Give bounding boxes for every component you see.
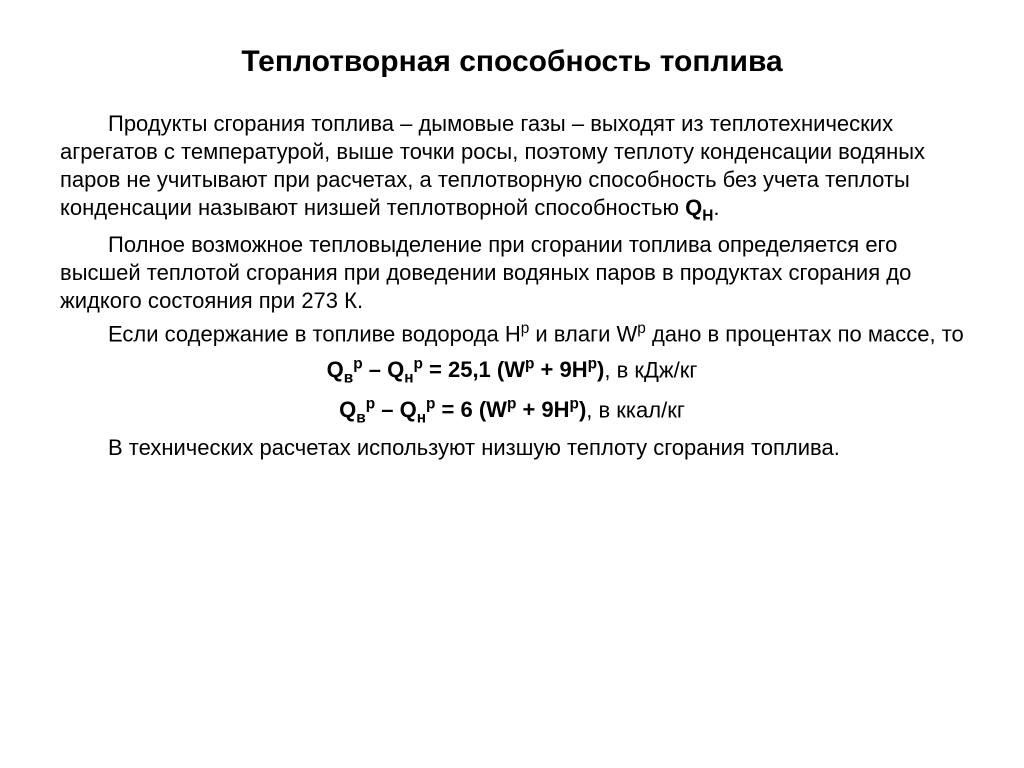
- p3-w-sup: р: [637, 320, 646, 337]
- f1-minus: –: [363, 357, 387, 382]
- f1-h-base: Н: [572, 357, 588, 382]
- p1-symbol-base: Q: [685, 195, 702, 220]
- f2-q1-base: Q: [339, 397, 356, 422]
- f1-q1-base: Q: [327, 357, 344, 382]
- page-title: Теплотворная способность топлива: [60, 44, 964, 80]
- f1-q1-sub: в: [344, 369, 353, 386]
- paragraph-4: В технических расчетах используют низшую…: [60, 434, 964, 462]
- f1-w-base: W: [504, 357, 525, 382]
- paragraph-2: Полное возможное тепловыделение при сгор…: [60, 231, 964, 315]
- p3-pre: Если содержание в топливе водорода: [108, 321, 505, 346]
- formula-2: Qвр – Qнр = 6 (Wр + 9Нр), в ккал/кг: [60, 395, 964, 430]
- f2-w-base: W: [486, 397, 507, 422]
- f1-q2-sup: р: [414, 356, 423, 373]
- f1-plus: + 9: [534, 357, 571, 382]
- f1-q2-base: Q: [387, 357, 404, 382]
- f1-unit: , в кДж/кг: [604, 357, 697, 382]
- f2-q1-sup: р: [366, 396, 375, 413]
- f1-h-sup: р: [588, 356, 597, 373]
- p1-text-post: .: [713, 195, 719, 220]
- paragraph-1: Продукты сгорания топлива – дымовые газы…: [60, 110, 964, 227]
- f1-w-sup: р: [525, 356, 534, 373]
- f2-w-sup: р: [507, 396, 516, 413]
- f1-q2-sub: н: [404, 369, 413, 386]
- f2-h-base: Н: [554, 397, 570, 422]
- p3-h-sup: р: [521, 320, 530, 337]
- f2-plus: + 9: [516, 397, 553, 422]
- f1-q1-sup: р: [353, 356, 362, 373]
- f2-minus: –: [375, 397, 399, 422]
- f2-unit: , в ккал/кг: [586, 397, 685, 422]
- p3-mid: и влаги: [529, 321, 616, 346]
- slide-page: Теплотворная способность топлива Продукт…: [0, 0, 1024, 768]
- formula-1: Qвр – Qнр = 25,1 (Wр + 9Нр), в кДж/кг: [60, 355, 964, 390]
- f2-q2-sub: н: [417, 410, 426, 427]
- p1-text-pre: Продукты сгорания топлива – дымовые газы…: [60, 111, 925, 220]
- f2-q1-sub: в: [356, 410, 365, 427]
- p1-symbol-sub: Н: [702, 208, 713, 225]
- p3-post: дано в процентах по массе, то: [646, 321, 964, 346]
- p3-h-base: Н: [505, 321, 521, 346]
- p3-w-base: W: [617, 321, 638, 346]
- f2-q2-base: Q: [400, 397, 417, 422]
- f2-q2-sup: р: [426, 396, 435, 413]
- f2-eq: = 6 (: [435, 397, 486, 422]
- paragraph-3: Если содержание в топливе водорода Нр и …: [60, 319, 964, 348]
- f1-eq: = 25,1 (: [423, 357, 504, 382]
- f2-h-sup: р: [570, 396, 579, 413]
